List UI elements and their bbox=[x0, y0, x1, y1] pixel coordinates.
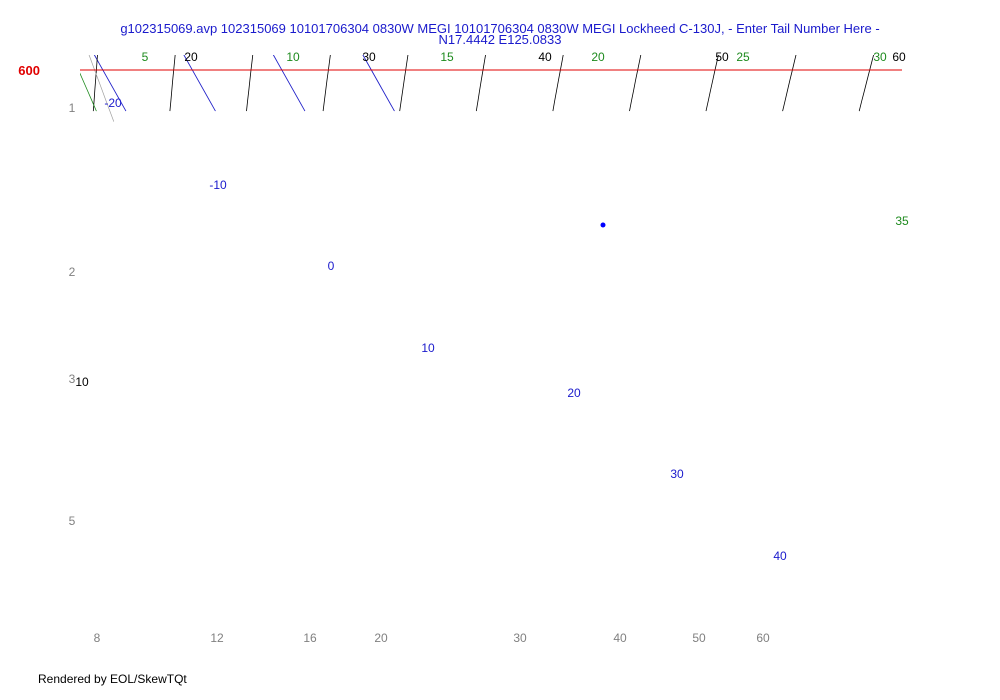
dry-adiabat-label: 20 bbox=[184, 50, 198, 64]
moist-adiabat-label: 16 bbox=[303, 631, 317, 645]
axis-labels: 6007008009001000-20-10010203040510152025… bbox=[18, 50, 909, 645]
dry-adiabat-line bbox=[936, 0, 1000, 111]
mixing-ratio-line bbox=[0, 0, 30, 111]
chart-title-line2: N17.4442 E125.0833 bbox=[439, 32, 562, 47]
mixing-ratio-line bbox=[0, 0, 78, 111]
isotherm-line bbox=[183, 55, 216, 112]
isotherm-line bbox=[272, 55, 306, 112]
dry-adiabat-label: 60 bbox=[892, 50, 906, 64]
dry-adiabat-label: 10 bbox=[75, 375, 89, 389]
moist-adiabat-label: 40 bbox=[613, 631, 627, 645]
dry-adiabat-line bbox=[552, 55, 564, 112]
height-label: 5 bbox=[69, 514, 76, 528]
isotherm-label: -20 bbox=[104, 96, 122, 110]
moist-adiabat-line bbox=[0, 0, 71, 122]
footer-credit: Rendered by EOL/SkewTQt bbox=[38, 672, 187, 686]
dry-adiabat-line bbox=[0, 0, 5, 111]
dewpoint-point bbox=[600, 222, 606, 228]
mixing-ratio-line bbox=[80, 72, 97, 112]
dry-adiabat-line bbox=[17, 0, 96, 111]
moist-adiabat-label: 30 bbox=[513, 631, 527, 645]
isotherm-line bbox=[93, 55, 127, 112]
mixing-ratio-label: 30 bbox=[873, 50, 887, 64]
isotherm-label: 0 bbox=[328, 259, 335, 273]
background-grid bbox=[0, 0, 1000, 122]
height-label: 3 bbox=[69, 372, 76, 386]
dry-adiabat-line bbox=[475, 55, 486, 112]
mixing-ratio-label: 20 bbox=[591, 50, 605, 64]
mixing-ratio-label: 10 bbox=[286, 50, 300, 64]
mixing-ratio-label: 5 bbox=[142, 50, 149, 64]
pressure-label: 600 bbox=[18, 63, 40, 78]
moist-adiabat-label: 60 bbox=[756, 631, 770, 645]
moist-adiabat-line bbox=[0, 0, 26, 122]
isotherm-label: 40 bbox=[773, 549, 787, 563]
chart-title-line1: g102315069.avp 102315069 10101706304 083… bbox=[120, 21, 879, 36]
sounding-traces bbox=[600, 222, 606, 228]
moist-adiabat-label: 20 bbox=[374, 631, 388, 645]
mixing-ratio-label: 25 bbox=[736, 50, 750, 64]
isobars bbox=[80, 69, 902, 71]
height-label: 1 bbox=[69, 101, 76, 115]
dry-adiabat-line bbox=[92, 55, 98, 112]
dry-adiabat-line bbox=[399, 55, 409, 112]
dry-adiabat-label: 50 bbox=[715, 50, 729, 64]
moist-adiabat-label: 12 bbox=[210, 631, 224, 645]
isotherm-label: 30 bbox=[670, 467, 684, 481]
height-label: 2 bbox=[69, 265, 76, 279]
mixing-ratio-line bbox=[0, 0, 56, 111]
dry-adiabat-line bbox=[782, 55, 797, 112]
isotherm-label: 20 bbox=[567, 386, 581, 400]
mixing-ratio-label: 35 bbox=[895, 214, 909, 228]
moist-adiabat-label: 50 bbox=[692, 631, 706, 645]
isotherm-line bbox=[0, 0, 36, 111]
isotherm-label: -10 bbox=[209, 178, 227, 192]
moist-adiabat-label: 8 bbox=[94, 631, 101, 645]
dry-adiabat-label: 40 bbox=[538, 50, 552, 64]
mixing-ratio-label: 15 bbox=[440, 50, 454, 64]
dry-adiabat-line bbox=[246, 55, 254, 112]
isotherm-label: 10 bbox=[421, 341, 435, 355]
dry-adiabat-label: 30 bbox=[362, 50, 376, 64]
